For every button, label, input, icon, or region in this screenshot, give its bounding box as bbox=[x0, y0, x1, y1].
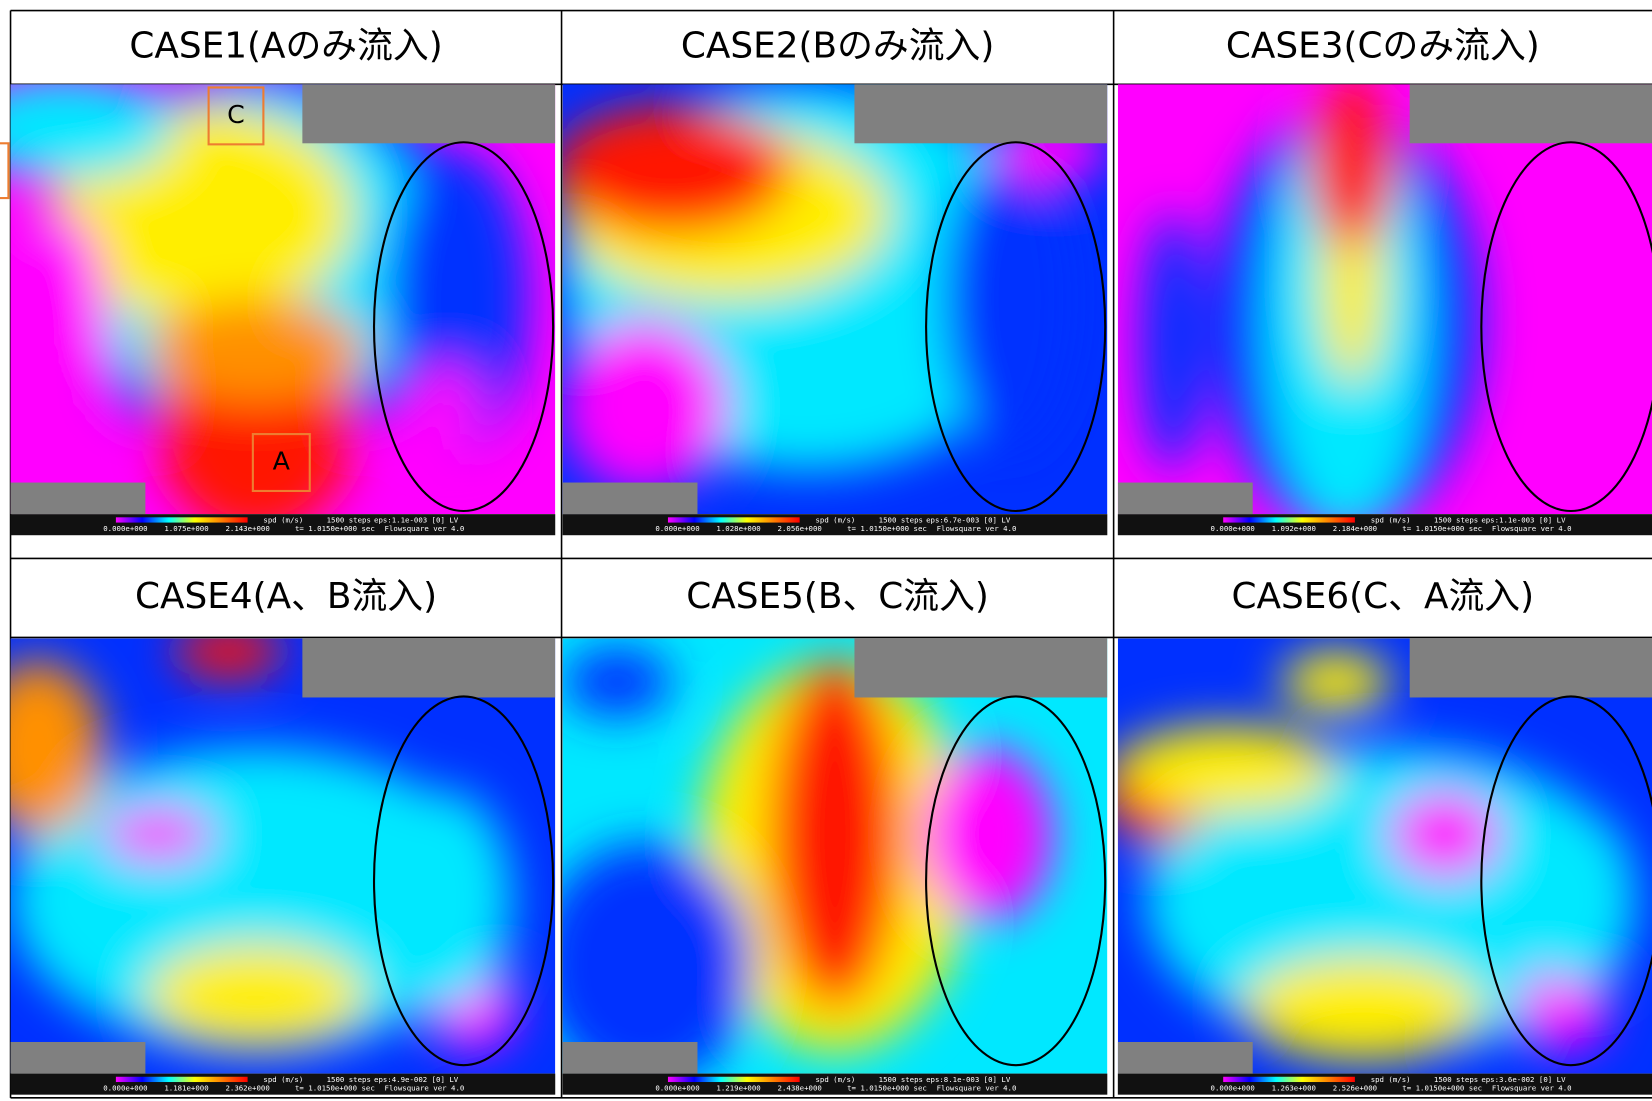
colorbar-label: 0.000e+000 bbox=[1211, 524, 1255, 533]
colorbar bbox=[1223, 517, 1355, 522]
speed-region bbox=[21, 213, 108, 471]
flow-field bbox=[0, 625, 555, 1073]
inlet-label: C bbox=[227, 100, 245, 129]
speed-region bbox=[147, 943, 365, 1047]
flow-field bbox=[1101, 638, 1652, 1073]
colorbar-label: 2.143e+000 bbox=[225, 524, 269, 533]
colorbar-label: 0.000e+000 bbox=[103, 1083, 147, 1092]
time: t= 1.0150e+000 sec bbox=[847, 524, 927, 533]
panel-title: CASE6(C、A流入) bbox=[1232, 576, 1535, 617]
colorbar-label: 2.438e+000 bbox=[778, 1083, 822, 1092]
colorbar-label: 1.219e+000 bbox=[716, 1083, 760, 1092]
page: CASE1(Aのみ流入) 0.000e+000 1.075e+000 2.143e+0… bbox=[0, 0, 1652, 1101]
colorbar-label: 2.362e+000 bbox=[225, 1083, 269, 1092]
speed-region bbox=[103, 808, 212, 860]
colorbar bbox=[116, 1077, 248, 1082]
panel-title: CASE2(Bのみ流入) bbox=[681, 25, 994, 66]
speed-region bbox=[147, 299, 365, 402]
speed-region bbox=[1140, 213, 1205, 471]
wall bbox=[854, 638, 1107, 697]
colorbar-label: 2.184e+000 bbox=[1333, 524, 1377, 533]
colorbar-label: 0.000e+000 bbox=[1211, 1083, 1255, 1092]
colorbar-label: 1.181e+000 bbox=[164, 1083, 208, 1092]
speed-region bbox=[381, 791, 512, 1009]
colorbar-label: 2.526e+000 bbox=[1333, 1083, 1377, 1092]
field bbox=[0, 625, 555, 1073]
colorbar-label: 0.000e+000 bbox=[655, 524, 699, 533]
panel-title: CASE1(Aのみ流入) bbox=[129, 25, 442, 66]
panel-title: CASE3(Cのみ流入) bbox=[1226, 25, 1540, 66]
time: t= 1.0150e+000 sec bbox=[295, 524, 375, 533]
inlet-label: A bbox=[273, 447, 291, 476]
speed-region bbox=[414, 364, 479, 450]
wall bbox=[563, 1042, 698, 1074]
colorbar bbox=[116, 517, 248, 522]
speed-region bbox=[552, 106, 792, 235]
version: Flowsquare ver 4.0 bbox=[385, 524, 465, 533]
wall bbox=[563, 483, 698, 515]
colorbar-label: 1.028e+000 bbox=[716, 524, 760, 533]
speed-region bbox=[1526, 813, 1635, 987]
time: t= 1.0150e+000 sec bbox=[1402, 1083, 1482, 1092]
speed-region bbox=[944, 149, 1075, 450]
speed-region bbox=[174, 625, 283, 677]
flow-field bbox=[552, 84, 1108, 514]
version: Flowsquare ver 4.0 bbox=[937, 524, 1017, 533]
wall bbox=[1118, 1042, 1253, 1074]
colorbar bbox=[1223, 1077, 1355, 1082]
wall bbox=[1410, 638, 1652, 697]
wall bbox=[302, 84, 555, 143]
speed-region bbox=[922, 747, 1053, 921]
wall bbox=[1410, 84, 1652, 143]
colorbar bbox=[668, 1077, 800, 1082]
speed-region bbox=[1281, 652, 1390, 713]
speed-region bbox=[1243, 956, 1483, 1060]
time: t= 1.0150e+000 sec bbox=[847, 1083, 927, 1092]
speed-region bbox=[770, 660, 901, 1008]
wall bbox=[11, 483, 146, 515]
flow-field bbox=[1118, 76, 1652, 536]
time: t= 1.0150e+000 sec bbox=[1402, 524, 1482, 533]
colorbar-label: 2.056e+000 bbox=[778, 524, 822, 533]
colorbar-label: 0.000e+000 bbox=[655, 1083, 699, 1092]
version: Flowsquare ver 4.0 bbox=[937, 1083, 1017, 1092]
speed-region bbox=[563, 321, 726, 493]
speed-region bbox=[563, 647, 672, 717]
time: t= 1.0150e+000 sec bbox=[295, 1083, 375, 1092]
wall bbox=[1118, 483, 1253, 515]
slide: CASE1(Aのみ流入) 0.000e+000 1.075e+000 2.143e+0… bbox=[0, 0, 1652, 1101]
version: Flowsquare ver 4.0 bbox=[1492, 1083, 1572, 1092]
wall bbox=[854, 84, 1107, 143]
field bbox=[1118, 76, 1652, 536]
speed-region bbox=[1390, 791, 1499, 878]
field bbox=[535, 638, 1107, 1086]
wall bbox=[11, 1042, 146, 1074]
colorbar-label: 0.000e+000 bbox=[103, 524, 147, 533]
wall bbox=[302, 638, 555, 697]
panel-title: CASE4(A、B流入) bbox=[135, 576, 437, 617]
field bbox=[552, 84, 1108, 514]
speed-region bbox=[1118, 725, 1336, 812]
field bbox=[1101, 638, 1652, 1073]
version: Flowsquare ver 4.0 bbox=[1492, 524, 1572, 533]
flow-field bbox=[535, 638, 1107, 1086]
field-blobs bbox=[552, 84, 1108, 492]
panel-title: CASE5(B、C流入) bbox=[686, 576, 989, 617]
speed-region bbox=[1308, 76, 1395, 248]
version: Flowsquare ver 4.0 bbox=[385, 1083, 465, 1092]
colorbar-label: 1.075e+000 bbox=[164, 524, 208, 533]
colorbar-label: 1.092e+000 bbox=[1272, 524, 1316, 533]
colorbar-label: 1.263e+000 bbox=[1272, 1083, 1316, 1092]
colorbar bbox=[668, 517, 800, 522]
inlet-box bbox=[0, 143, 8, 198]
